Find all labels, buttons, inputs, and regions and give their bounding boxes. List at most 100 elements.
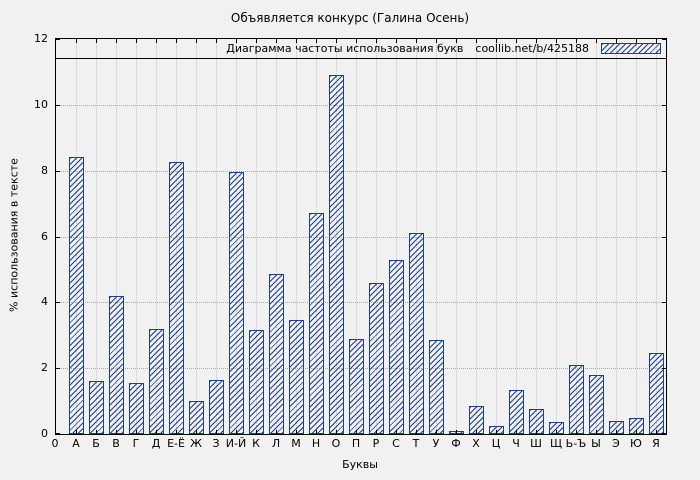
axis-tick bbox=[662, 433, 666, 434]
axis-tick bbox=[596, 430, 597, 434]
gridline-vertical bbox=[476, 39, 477, 434]
axis-tick bbox=[76, 430, 77, 434]
axis-tick bbox=[396, 430, 397, 434]
axis-tick bbox=[356, 430, 357, 434]
axis-tick bbox=[496, 39, 497, 43]
y-tick-label: 0 bbox=[41, 427, 48, 440]
legend-label: Диаграмма частоты использования букв bbox=[226, 42, 464, 55]
axis-tick bbox=[476, 39, 477, 43]
x-tick-label: Л bbox=[271, 437, 281, 450]
y-tick-label: 8 bbox=[41, 163, 48, 177]
y-tick-label: 12 bbox=[34, 32, 48, 45]
gridline-vertical bbox=[196, 39, 197, 434]
bar bbox=[588, 375, 604, 434]
x-tick-label: П bbox=[351, 437, 361, 450]
x-tick-label: Я bbox=[652, 437, 660, 450]
bar bbox=[268, 274, 284, 434]
axis-tick bbox=[516, 430, 517, 434]
axis-tick bbox=[196, 430, 197, 434]
axis-tick bbox=[96, 430, 97, 434]
gridline-vertical bbox=[436, 39, 437, 434]
axis-tick bbox=[256, 430, 257, 434]
axis-tick bbox=[616, 430, 617, 434]
axis-tick bbox=[556, 39, 557, 43]
axis-tick bbox=[176, 39, 177, 43]
gridline-vertical bbox=[376, 39, 377, 434]
axis-tick bbox=[76, 39, 77, 43]
axis-tick bbox=[236, 39, 237, 43]
axis-tick bbox=[196, 39, 197, 43]
axis-tick bbox=[136, 430, 137, 434]
x-tick-label: М bbox=[291, 437, 301, 450]
axis-tick bbox=[662, 39, 666, 40]
bar bbox=[68, 157, 84, 434]
bar bbox=[208, 380, 224, 434]
gridline-vertical bbox=[636, 39, 637, 434]
axis-tick bbox=[56, 170, 60, 172]
bar bbox=[248, 330, 264, 434]
axis-tick bbox=[662, 368, 666, 370]
axis-tick bbox=[356, 39, 357, 43]
axis-tick bbox=[56, 368, 60, 370]
gridline-vertical bbox=[396, 39, 397, 434]
axis-tick bbox=[316, 39, 317, 43]
axis-tick bbox=[596, 39, 597, 43]
bar bbox=[228, 172, 244, 434]
bar bbox=[388, 260, 404, 434]
gridline-vertical bbox=[616, 39, 617, 434]
tick-marks-layer bbox=[56, 39, 666, 434]
gridline-vertical bbox=[576, 39, 577, 434]
bar bbox=[428, 340, 444, 434]
gridline-vertical bbox=[96, 39, 97, 434]
plot-area: Диаграмма частоты использования букв coo… bbox=[55, 38, 667, 435]
x-origin-label: 0 bbox=[51, 437, 59, 450]
x-tick-label: Д bbox=[151, 437, 161, 450]
x-tick-label: Ю bbox=[630, 437, 642, 450]
bar bbox=[128, 383, 144, 434]
axis-tick bbox=[536, 39, 537, 43]
gridline-vertical bbox=[116, 39, 117, 434]
axis-tick bbox=[336, 430, 337, 434]
gridline-horizontal bbox=[56, 170, 666, 172]
axis-tick bbox=[376, 39, 377, 43]
axis-tick bbox=[396, 39, 397, 43]
axis-tick bbox=[296, 430, 297, 434]
x-tick-label: Ч bbox=[512, 437, 520, 450]
axis-tick bbox=[176, 430, 177, 434]
chart-title: Объявляется конкурс (Галина Осень) bbox=[230, 11, 470, 25]
x-tick-label: Щ bbox=[549, 437, 563, 450]
gridline-vertical bbox=[516, 39, 517, 434]
gridline-vertical bbox=[256, 39, 257, 434]
axis-tick bbox=[536, 430, 537, 434]
axis-tick bbox=[296, 39, 297, 43]
axis-tick bbox=[662, 302, 666, 304]
gridline-vertical bbox=[156, 39, 157, 434]
legend-swatch bbox=[601, 43, 661, 54]
bar bbox=[648, 353, 664, 434]
legend: Диаграмма частоты использования букв coo… bbox=[56, 39, 666, 59]
x-tick-label: Г bbox=[132, 437, 140, 450]
x-tick-label: Ш bbox=[530, 437, 542, 450]
axis-tick bbox=[416, 39, 417, 43]
bar bbox=[288, 320, 304, 434]
axis-tick bbox=[436, 39, 437, 43]
axis-tick bbox=[636, 430, 637, 434]
y-tick-label: 2 bbox=[41, 361, 48, 375]
axis-tick bbox=[56, 433, 60, 434]
x-tick-label: Б bbox=[92, 437, 100, 450]
x-tick-label: Э bbox=[612, 437, 620, 450]
x-tick-label: У bbox=[432, 437, 440, 450]
bar bbox=[168, 162, 184, 434]
axis-tick bbox=[456, 430, 457, 434]
x-tick-label: Р bbox=[372, 437, 380, 450]
y-tick-label: 6 bbox=[41, 229, 48, 243]
gridline-vertical bbox=[656, 39, 657, 434]
axis-tick bbox=[56, 104, 60, 106]
axis-tick bbox=[96, 39, 97, 43]
bar bbox=[108, 296, 124, 434]
axis-tick bbox=[276, 39, 277, 43]
bar bbox=[368, 283, 384, 434]
gridline-vertical bbox=[296, 39, 297, 434]
x-tick-label: Ь-Ъ bbox=[565, 437, 587, 450]
axis-tick bbox=[656, 430, 657, 434]
